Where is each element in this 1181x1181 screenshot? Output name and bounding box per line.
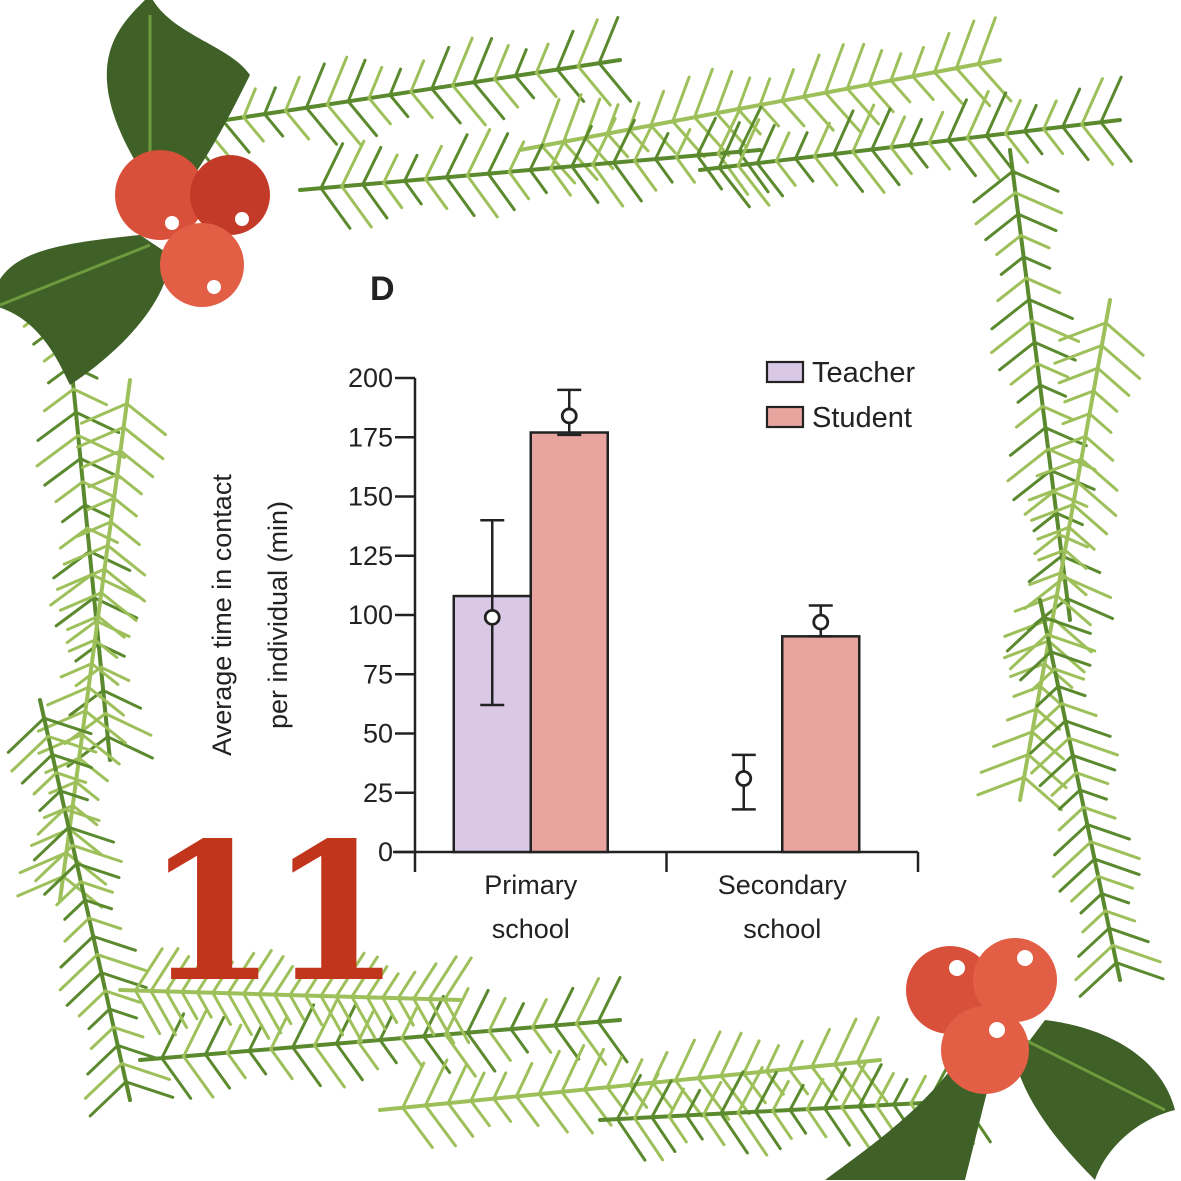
x-category-label: Primary (484, 870, 577, 900)
legend: Teacher Student (765, 357, 916, 434)
mean-point (735, 770, 753, 787)
panel-label: D (370, 270, 395, 308)
y-tick-label: 150 (348, 482, 393, 512)
x-category-label: school (743, 914, 821, 944)
y-tick-label: 200 (348, 363, 393, 393)
y-tick-label: 0 (378, 837, 393, 867)
y-axis-title-line2: per individual (min) (263, 501, 293, 729)
legend-label-student: Student (812, 402, 912, 434)
legend-swatch-student (765, 405, 805, 429)
bar-student (781, 635, 861, 854)
holly-berries-icon (825, 938, 1175, 1180)
y-tick-label: 75 (363, 659, 393, 689)
y-tick-label: 25 (363, 778, 393, 808)
legend-label-teacher: Teacher (812, 357, 916, 389)
plot-area: 0 25 50 75 100 125 150 175 200 Primary school Secon… (348, 363, 920, 944)
holly-berries-icon (0, 0, 270, 385)
y-tick-label: 125 (348, 541, 393, 571)
mean-point (560, 407, 578, 425)
bar-student (529, 431, 609, 854)
mean-point (812, 613, 830, 631)
x-category-label: school (492, 914, 570, 944)
y-tick-label: 175 (348, 422, 393, 452)
x-category-label: Secondary (718, 870, 848, 900)
y-axis-title-line1: Average time in contact (207, 474, 237, 756)
legend-swatch-teacher (765, 360, 805, 384)
y-tick-label: 100 (348, 600, 393, 630)
day-number: 11 (145, 801, 401, 1024)
y-tick-label: 50 (363, 719, 393, 749)
mean-point (483, 608, 501, 626)
pine-garland-icon (6, 15, 1165, 1162)
